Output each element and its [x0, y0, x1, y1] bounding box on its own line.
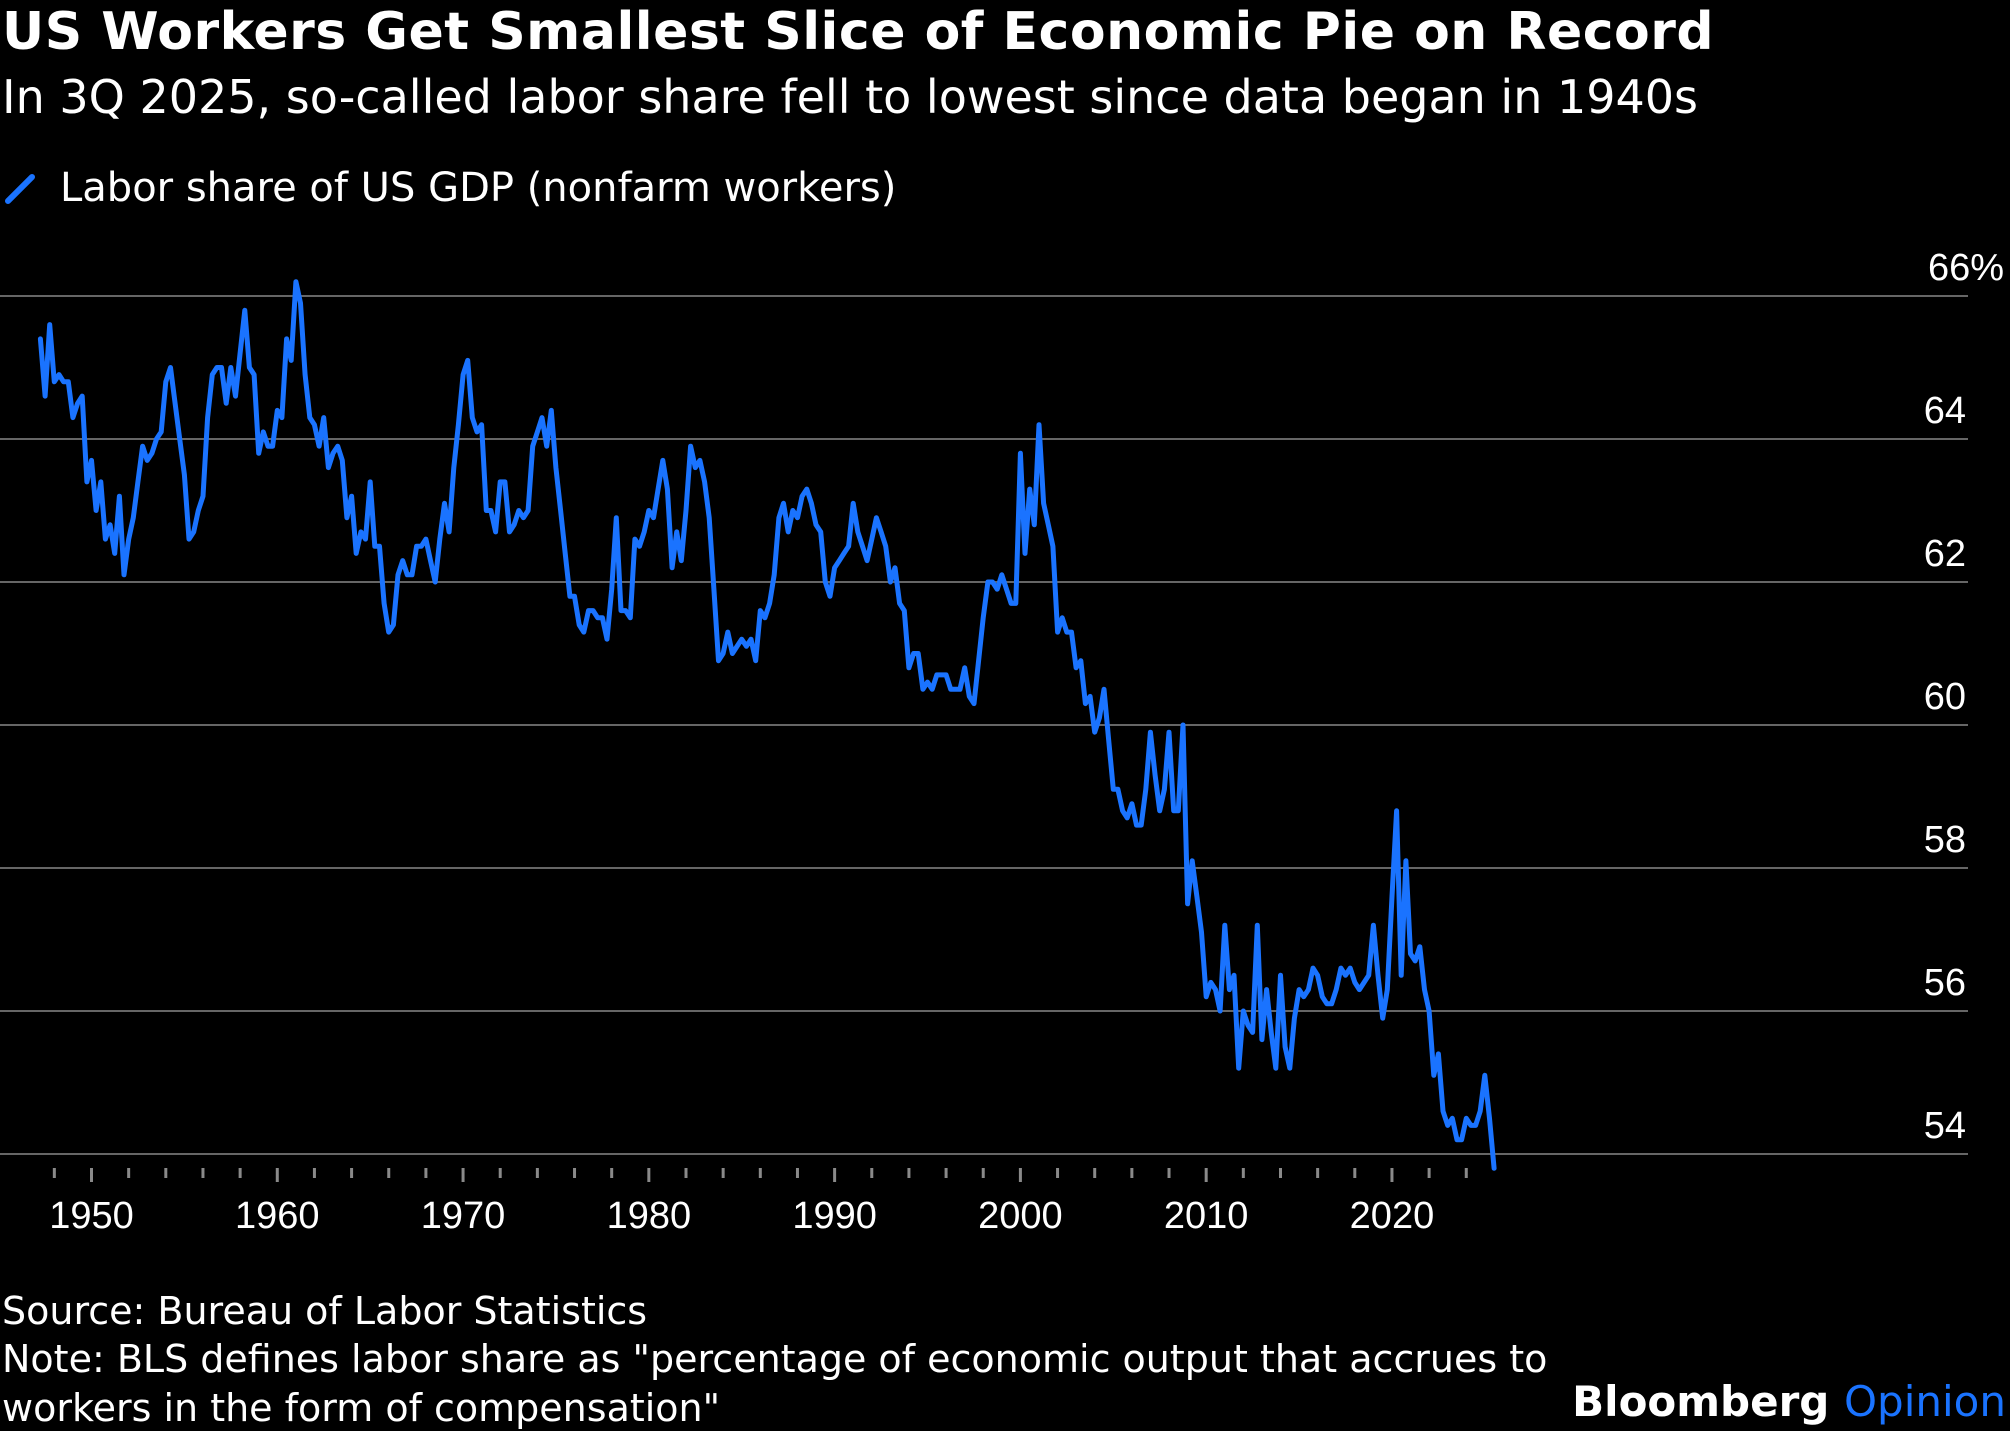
chart-title: US Workers Get Smallest Slice of Economi… [2, 2, 1715, 62]
y-tick-label: 60 [1924, 676, 1966, 718]
y-axis-tick-labels: 54 56 58 60 62 64 66% [1924, 247, 2004, 1147]
x-tick-label: 2020 [1350, 1195, 1435, 1237]
brand-accent: Opinion [1844, 1377, 2006, 1426]
chart-subtitle: In 3Q 2025, so-called labor share fell t… [2, 70, 1699, 124]
gridlines [0, 295, 1968, 1155]
brand-logo: Bloomberg Opinion [1572, 1377, 2006, 1426]
y-tick-label: 62 [1924, 533, 1966, 575]
line-chart: 54 56 58 60 62 64 66% 1950 1960 1970 1980 1990 2000… [0, 247, 2004, 1237]
x-axis: 1950 1960 1970 1980 1990 2000 2010 2020 [49, 1168, 1468, 1237]
x-tick-label: 1970 [421, 1195, 506, 1237]
source-note: Source: Bureau of Labor Statistics [2, 1289, 648, 1333]
x-tick-label: 1980 [607, 1195, 692, 1237]
series-layer [37, 279, 1497, 1171]
x-tick-label: 1990 [792, 1195, 877, 1237]
y-tick-label: 54 [1924, 1105, 1966, 1147]
legend-label: Labor share of US GDP (nonfarm workers) [60, 165, 897, 211]
x-tick-label: 2010 [1164, 1195, 1249, 1237]
brand-name: Bloomberg [1572, 1377, 1830, 1426]
definition-note-line-1: Note: BLS defines labor share as "percen… [2, 1337, 1548, 1381]
legend: Labor share of US GDP (nonfarm workers) [2, 163, 896, 213]
x-tick-label: 2000 [978, 1195, 1063, 1237]
x-tick-label: 1960 [235, 1195, 320, 1237]
definition-note-line-2: workers in the form of compensation" [2, 1386, 721, 1430]
y-tick-label: 66% [1928, 247, 2004, 289]
series-line-labor-share [37, 279, 1497, 1171]
y-tick-label: 58 [1924, 819, 1966, 861]
x-tick-label: 1950 [49, 1195, 134, 1237]
y-tick-label: 64 [1924, 390, 1966, 432]
y-tick-label: 56 [1924, 962, 1966, 1004]
